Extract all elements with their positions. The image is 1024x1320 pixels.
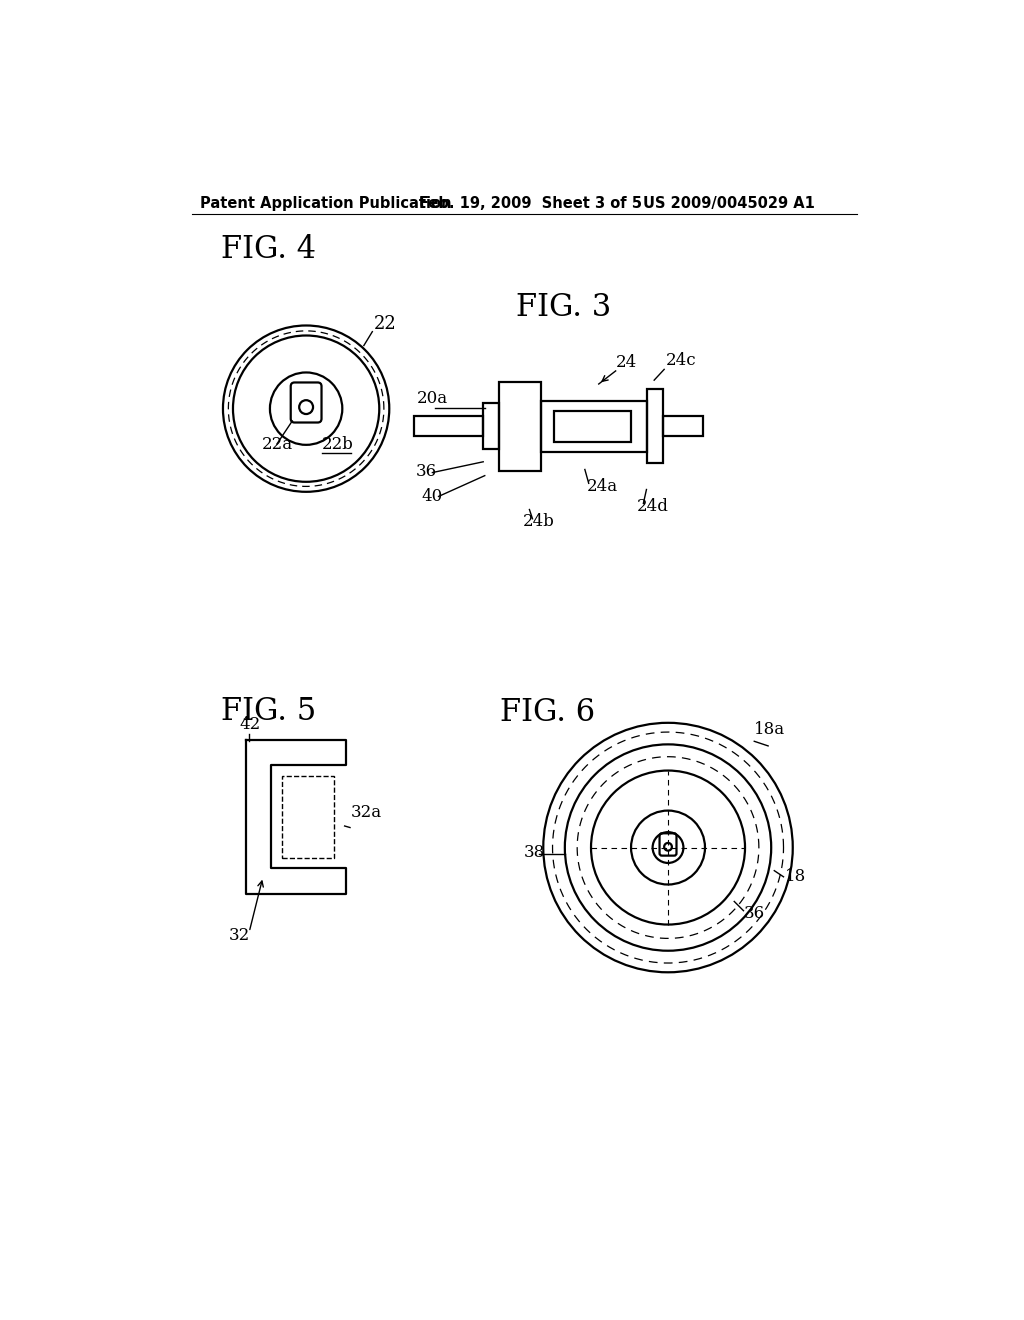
Text: 20a: 20a — [417, 391, 449, 408]
Bar — [414, 416, 483, 437]
Text: 22a: 22a — [261, 436, 293, 453]
Bar — [283, 776, 334, 858]
Text: 32: 32 — [229, 927, 251, 944]
Text: FIG. 6: FIG. 6 — [500, 697, 595, 729]
Text: 18: 18 — [785, 869, 806, 886]
Text: 42: 42 — [240, 715, 261, 733]
Text: FIG. 5: FIG. 5 — [221, 696, 316, 727]
Text: 24b: 24b — [523, 513, 555, 531]
Text: Patent Application Publication: Patent Application Publication — [200, 195, 452, 211]
Text: 22b: 22b — [322, 436, 353, 453]
Bar — [663, 416, 702, 437]
Text: 24d: 24d — [637, 498, 669, 515]
Text: FIG. 3: FIG. 3 — [515, 292, 610, 322]
Text: US 2009/0045029 A1: US 2009/0045029 A1 — [643, 195, 814, 211]
Text: 18a: 18a — [755, 721, 785, 738]
Text: 32a: 32a — [351, 804, 382, 821]
Text: 38: 38 — [523, 843, 545, 861]
Bar — [499, 381, 541, 471]
Bar — [647, 389, 663, 463]
Bar — [554, 411, 631, 442]
Text: Feb. 19, 2009  Sheet 3 of 5: Feb. 19, 2009 Sheet 3 of 5 — [419, 195, 642, 211]
Text: 24: 24 — [615, 354, 637, 371]
Text: 40: 40 — [422, 488, 442, 506]
Text: 22: 22 — [374, 315, 396, 334]
Text: FIG. 4: FIG. 4 — [221, 234, 316, 265]
Bar — [541, 401, 647, 451]
Text: 24c: 24c — [666, 351, 696, 368]
Text: 36: 36 — [416, 462, 436, 479]
Text: 24a: 24a — [587, 478, 617, 495]
Bar — [483, 404, 499, 449]
Text: 36: 36 — [743, 906, 765, 923]
